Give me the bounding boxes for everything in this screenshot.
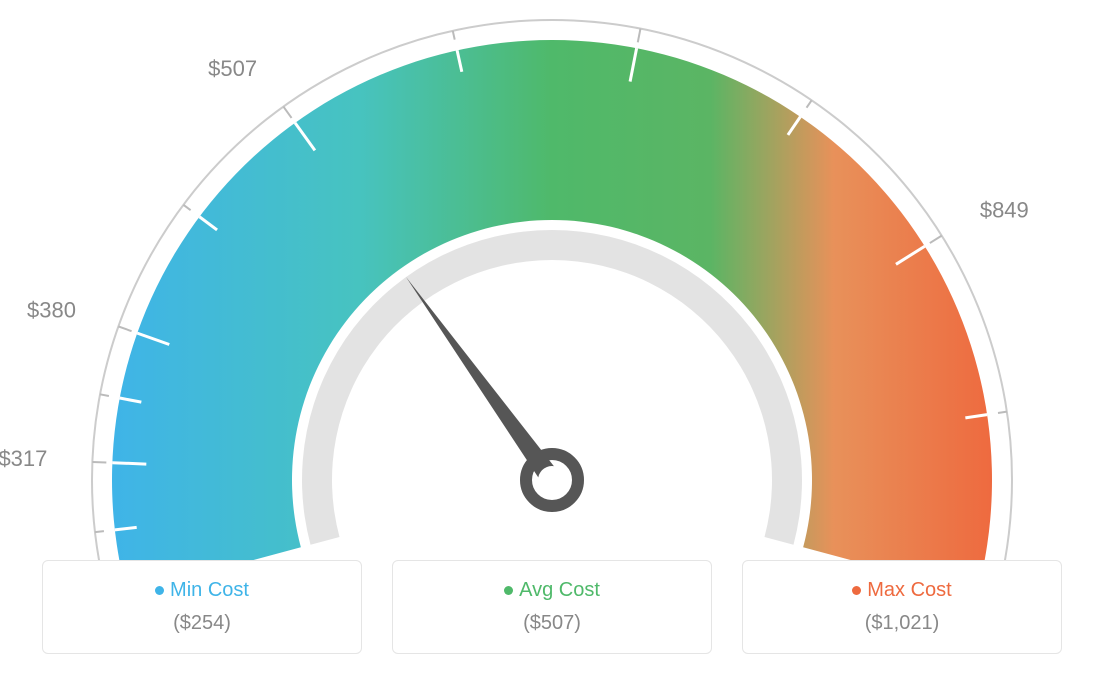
gauge-needle-hub-inner <box>538 466 566 494</box>
legend-label: Min Cost <box>43 579 361 602</box>
gauge-svg: $254$317$380$507$678$849$1,021 <box>0 0 1104 560</box>
legend-label: Avg Cost <box>393 579 711 602</box>
gauge-tick-label: $380 <box>27 297 76 322</box>
legend-box-min: Min Cost ($254) <box>42 560 362 654</box>
gauge-tick-outer <box>807 100 812 107</box>
gauge-tick-outer <box>95 531 104 532</box>
gauge-tick-label: $849 <box>980 198 1029 223</box>
legend-value: ($254) <box>43 612 361 635</box>
legend-value: ($507) <box>393 612 711 635</box>
gauge-tick-outer <box>118 326 131 331</box>
gauge-tick-outer <box>100 394 109 396</box>
legend-box-avg: Avg Cost ($507) <box>392 560 712 654</box>
legend-label-text: Avg Cost <box>519 579 600 601</box>
legend-label: Max Cost <box>743 579 1061 602</box>
gauge-tick-inner <box>112 463 146 464</box>
gauge-tick-label: $317 <box>0 446 47 471</box>
gauge-tick-outer <box>453 31 455 40</box>
legend: Min Cost ($254) Avg Cost ($507) Max Cost ($1,… <box>0 560 1104 654</box>
gauge-tick-outer <box>183 205 190 210</box>
legend-dot-icon <box>504 586 513 595</box>
legend-label-text: Max Cost <box>867 579 951 601</box>
gauge-tick-outer <box>930 236 942 243</box>
legend-value: ($1,021) <box>743 612 1061 635</box>
gauge-tick-outer <box>283 107 291 118</box>
gauge-tick-outer <box>638 29 641 43</box>
legend-box-max: Max Cost ($1,021) <box>742 560 1062 654</box>
gauge-tick-outer <box>92 462 106 463</box>
cost-gauge: $254$317$380$507$678$849$1,021 <box>0 0 1104 560</box>
gauge-tick-label: $507 <box>208 56 257 81</box>
legend-dot-icon <box>852 586 861 595</box>
legend-dot-icon <box>155 586 164 595</box>
gauge-tick-outer <box>998 412 1007 413</box>
legend-label-text: Min Cost <box>170 579 249 601</box>
